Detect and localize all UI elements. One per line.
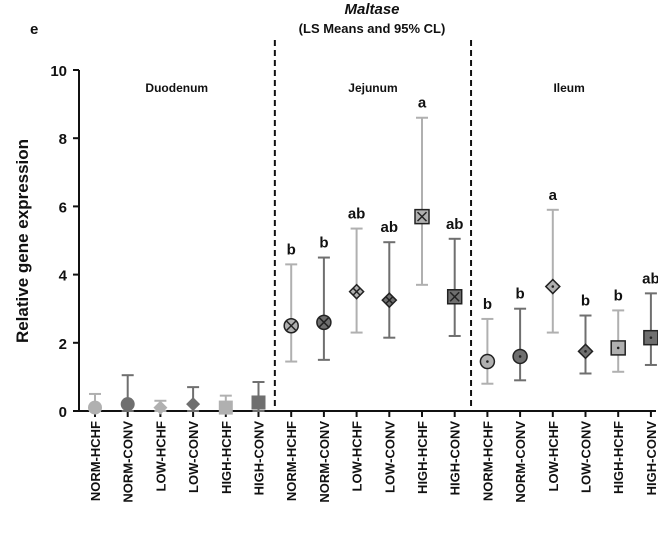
y-tick-label: 0 <box>59 404 67 421</box>
marker-dot <box>551 285 555 288</box>
marker <box>186 397 201 412</box>
x-tick-label: LOW-HCHF <box>153 421 168 492</box>
significance-letter: b <box>614 287 623 304</box>
x-tick-label: NORM-HCHF <box>88 421 103 501</box>
significance-letter: b <box>287 241 296 258</box>
x-tick-label: NORM-HCHF <box>284 421 299 501</box>
x-tick-label: LOW-CONV <box>186 421 201 493</box>
y-tick-label: 6 <box>59 199 67 216</box>
x-tick-label: LOW-HCHF <box>350 421 365 492</box>
marker-cross <box>385 296 394 304</box>
marker-dot <box>584 350 587 353</box>
x-tick-label: HIGH-HCHF <box>415 421 430 494</box>
marker-dot <box>616 346 620 350</box>
significance-letter: b <box>516 286 525 303</box>
marker-cross <box>449 291 460 302</box>
x-tick-label: NORM-CONV <box>121 421 136 503</box>
significance-letter: b <box>319 235 328 252</box>
significance-letter: a <box>549 187 558 204</box>
x-tick-label: LOW-CONV <box>579 421 594 493</box>
x-tick-label: HIGH-HCHF <box>219 421 234 494</box>
error-bar <box>285 263 298 363</box>
x-tick-label: NORM-CONV <box>317 421 332 503</box>
error-bar <box>416 116 428 286</box>
chart-subtitle: (LS Means and 95% CL) <box>299 21 446 36</box>
marker-cross <box>352 287 361 296</box>
error-bar <box>546 208 559 334</box>
marker <box>251 395 266 410</box>
marker-dot <box>649 336 653 339</box>
x-tick-label: HIGH-CONV <box>252 421 267 496</box>
error-bar <box>514 307 527 382</box>
y-tick-label: 2 <box>59 336 67 353</box>
y-tick-label: 8 <box>59 131 67 148</box>
error-bar <box>448 237 461 337</box>
x-tick-label: LOW-CONV <box>382 421 397 493</box>
marker-cross <box>318 317 329 328</box>
error-bar <box>481 317 494 385</box>
significance-letter: ab <box>642 270 658 287</box>
marker <box>120 397 135 412</box>
x-tick-label: NORM-HCHF <box>480 421 495 501</box>
significance-letter: ab <box>381 219 399 236</box>
significance-letter: a <box>418 95 427 112</box>
group-label: Jejunum <box>348 81 397 95</box>
error-bar <box>644 292 657 366</box>
x-tick-label: HIGH-CONV <box>448 421 463 496</box>
significance-letter: ab <box>348 206 366 223</box>
error-bar <box>383 241 396 339</box>
error-bar <box>317 256 330 361</box>
marker-dot <box>518 355 522 358</box>
x-tick-label: NORM-CONV <box>513 421 528 503</box>
x-tick-label: HIGH-CONV <box>644 421 658 496</box>
x-tick-label: HIGH-HCHF <box>611 421 626 494</box>
error-bar <box>350 227 363 334</box>
marker <box>218 400 233 415</box>
y-tick-label: 4 <box>59 268 68 285</box>
panel-label: e <box>30 21 38 38</box>
marker <box>88 400 102 415</box>
significance-letter: ab <box>446 216 464 233</box>
significance-letter: b <box>483 296 492 313</box>
marker <box>153 400 168 415</box>
significance-letter: b <box>581 293 590 310</box>
group-label: Ileum <box>553 81 584 95</box>
marker-cross <box>286 320 297 331</box>
y-tick-label: 10 <box>50 63 67 80</box>
chart-title: Maltase <box>344 1 399 18</box>
x-tick-label: LOW-HCHF <box>546 421 561 492</box>
marker-dot <box>486 360 489 363</box>
group-label: Duodenum <box>145 81 208 95</box>
y-axis-label: Relative gene expression <box>13 139 32 343</box>
marker-cross <box>416 211 428 222</box>
